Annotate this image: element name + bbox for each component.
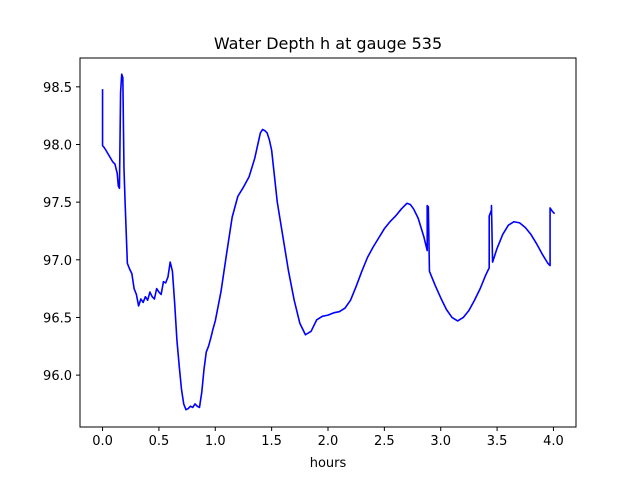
y-tick-label: 96.0 — [43, 369, 72, 384]
x-tick-label: 3.0 — [430, 434, 451, 449]
x-tick-label: 0.0 — [92, 434, 113, 449]
y-axis-ticks: 96.0 96.5 97.0 97.5 98.0 98.5 — [43, 81, 80, 384]
y-tick-label: 97.0 — [43, 254, 72, 269]
x-tick-label: 0.5 — [149, 434, 170, 449]
x-tick-label: 2.5 — [374, 434, 395, 449]
series-line — [101, 73, 556, 411]
chart-title: Water Depth h at gauge 535 — [214, 34, 442, 53]
x-tick-label: 3.5 — [487, 434, 508, 449]
x-axis-ticks: 0.0 0.5 1.0 1.5 2.0 2.5 3.0 3.5 4.0 — [92, 427, 564, 449]
x-axis-label: hours — [310, 456, 347, 471]
y-tick-label: 96.5 — [43, 311, 72, 326]
x-tick-label: 1.0 — [205, 434, 226, 449]
plot-area — [101, 73, 556, 411]
y-tick-label: 98.5 — [43, 81, 72, 96]
x-tick-label: 1.5 — [261, 434, 282, 449]
y-tick-label: 98.0 — [43, 138, 72, 153]
y-tick-label: 97.5 — [43, 196, 72, 211]
x-tick-label: 4.0 — [543, 434, 564, 449]
x-tick-label: 2.0 — [318, 434, 339, 449]
